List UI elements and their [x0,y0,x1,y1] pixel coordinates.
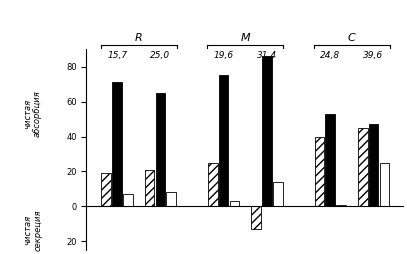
Text: чистая
абсорбция: чистая абсорбция [23,90,42,137]
Text: C: C [348,33,356,43]
Text: R: R [135,33,143,43]
Bar [380,163,389,206]
Text: 24,8: 24,8 [320,51,340,60]
Bar [101,173,111,206]
Text: 31,4: 31,4 [257,51,277,60]
Bar [230,201,239,206]
Bar [369,124,379,206]
Bar [273,182,282,206]
Bar [155,93,165,206]
Text: 39,6: 39,6 [363,51,383,60]
Bar [262,56,272,206]
Bar [166,192,176,206]
Text: 15,7: 15,7 [107,51,127,60]
Bar [112,82,122,206]
Text: чистая
секреция: чистая секреция [23,209,42,251]
Bar [315,136,324,206]
Bar [208,163,218,206]
Text: 19,6: 19,6 [214,51,234,60]
Bar [219,75,228,206]
Bar [252,206,261,229]
Bar [358,128,368,206]
Bar [145,170,155,206]
Text: 25,0: 25,0 [151,51,171,60]
Bar [123,194,133,206]
Text: M: M [241,33,250,43]
Bar [336,205,346,206]
Bar [325,114,335,206]
